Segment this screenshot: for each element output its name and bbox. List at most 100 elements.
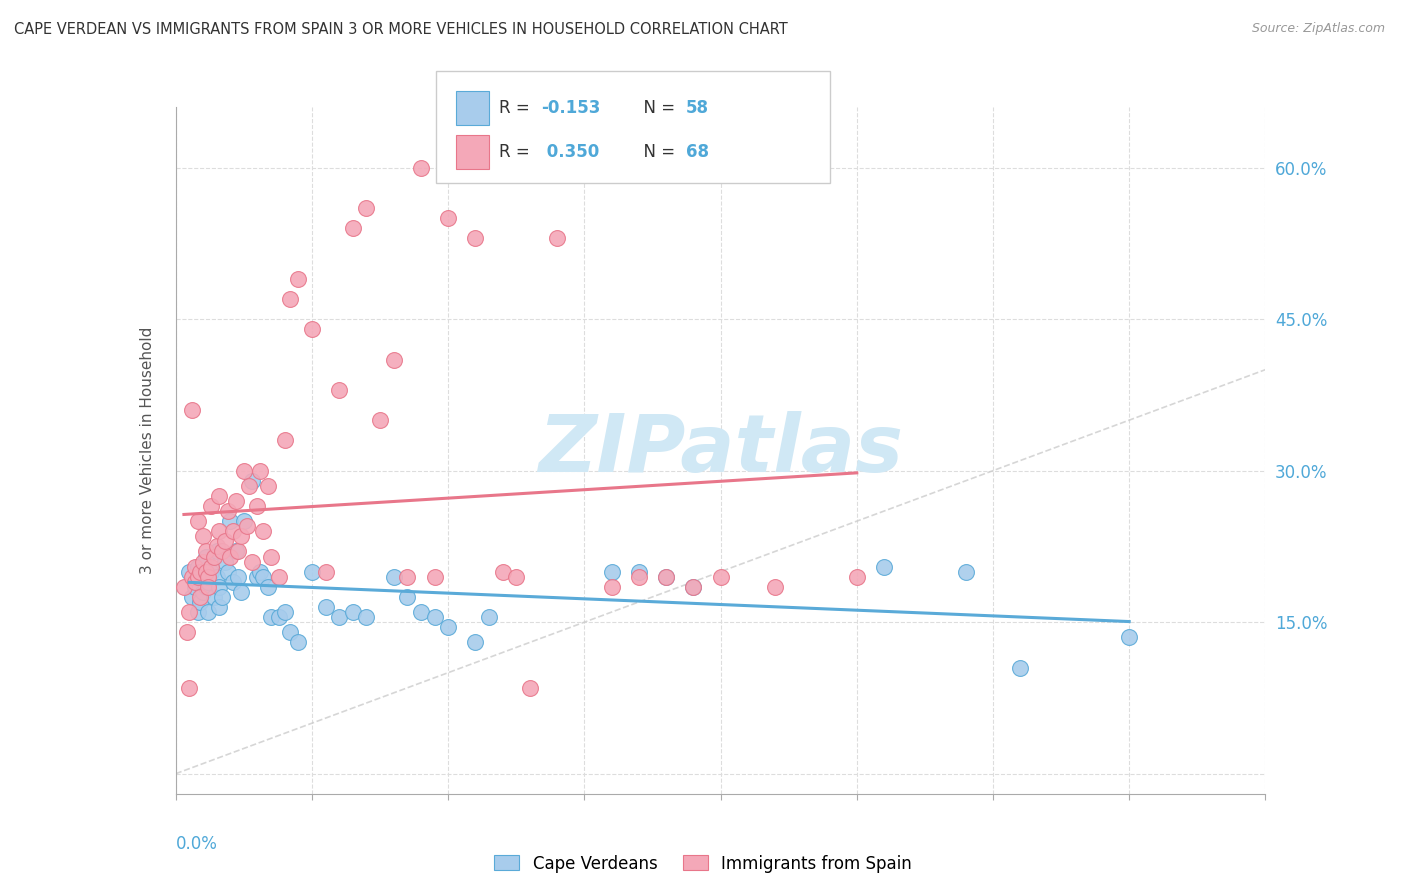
Point — [214, 555, 236, 569]
Legend: Cape Verdeans, Immigrants from Spain: Cape Verdeans, Immigrants from Spain — [488, 848, 918, 880]
Point — [217, 565, 239, 579]
Point — [214, 534, 236, 549]
Point — [205, 570, 228, 584]
Point — [274, 434, 297, 448]
Point — [269, 570, 291, 584]
Point — [423, 570, 446, 584]
Text: R =: R = — [499, 99, 536, 117]
Point — [179, 565, 201, 579]
Point — [194, 544, 217, 558]
Point — [655, 570, 678, 584]
Point — [176, 625, 198, 640]
Point — [238, 479, 260, 493]
Point — [627, 565, 650, 579]
Point — [200, 499, 222, 513]
Text: 0.0%: 0.0% — [176, 835, 218, 853]
Point — [409, 161, 432, 175]
Point — [202, 590, 225, 604]
Point — [217, 504, 239, 518]
Point — [184, 580, 207, 594]
Point — [186, 605, 209, 619]
Point — [211, 590, 233, 604]
Point — [269, 610, 291, 624]
Point — [197, 574, 219, 589]
Point — [356, 610, 378, 624]
Point — [682, 580, 704, 594]
Point — [200, 559, 222, 574]
Point — [873, 559, 896, 574]
Point — [409, 605, 432, 619]
Point — [315, 565, 337, 579]
Point — [342, 221, 364, 235]
Text: ZIPatlas: ZIPatlas — [538, 411, 903, 490]
Point — [202, 549, 225, 564]
Point — [186, 559, 209, 574]
Point — [257, 479, 280, 493]
Text: R =: R = — [499, 143, 536, 161]
Point — [181, 403, 204, 417]
Point — [208, 580, 231, 594]
Point — [246, 499, 269, 513]
Point — [505, 570, 527, 584]
Point — [194, 549, 217, 564]
Point — [382, 570, 405, 584]
Point — [228, 570, 250, 584]
Point — [181, 570, 204, 584]
Point — [710, 570, 733, 584]
Point — [252, 524, 274, 539]
Point — [188, 570, 211, 584]
Point — [260, 549, 283, 564]
Point — [600, 580, 623, 594]
Point — [600, 565, 623, 579]
Text: 58: 58 — [686, 99, 709, 117]
Point — [682, 580, 704, 594]
Point — [194, 580, 217, 594]
Text: -0.153: -0.153 — [541, 99, 600, 117]
Point — [955, 565, 977, 579]
Point — [219, 514, 242, 528]
Point — [342, 605, 364, 619]
Point — [257, 580, 280, 594]
Text: CAPE VERDEAN VS IMMIGRANTS FROM SPAIN 3 OR MORE VEHICLES IN HOUSEHOLD CORRELATIO: CAPE VERDEAN VS IMMIGRANTS FROM SPAIN 3 … — [14, 22, 787, 37]
Point — [249, 565, 271, 579]
Point — [205, 544, 228, 558]
Point — [845, 570, 868, 584]
Point — [197, 570, 219, 584]
Point — [356, 201, 378, 215]
Point — [278, 292, 301, 306]
Point — [519, 681, 541, 695]
Point — [228, 544, 250, 558]
Point — [368, 413, 391, 427]
Point — [328, 383, 350, 397]
Point — [315, 600, 337, 615]
Text: N =: N = — [633, 99, 681, 117]
Point — [188, 590, 211, 604]
Y-axis label: 3 or more Vehicles in Household: 3 or more Vehicles in Household — [141, 326, 155, 574]
Point — [191, 555, 214, 569]
Point — [191, 585, 214, 599]
Text: N =: N = — [633, 143, 681, 161]
Point — [194, 565, 217, 579]
Point — [179, 605, 201, 619]
Point — [274, 605, 297, 619]
Point — [181, 590, 204, 604]
Point — [240, 474, 263, 488]
Point — [191, 529, 214, 543]
Point — [763, 580, 786, 594]
Text: 0.350: 0.350 — [541, 143, 599, 161]
Point — [287, 271, 309, 285]
Point — [211, 544, 233, 558]
Point — [184, 574, 207, 589]
Point — [492, 565, 515, 579]
Point — [232, 514, 254, 528]
Point — [231, 529, 253, 543]
Point — [396, 590, 419, 604]
Point — [208, 524, 231, 539]
Point — [437, 620, 460, 634]
Point — [208, 600, 231, 615]
Point — [235, 519, 257, 533]
Point — [301, 565, 323, 579]
Point — [231, 585, 253, 599]
Point — [186, 514, 209, 528]
Point — [191, 565, 214, 579]
